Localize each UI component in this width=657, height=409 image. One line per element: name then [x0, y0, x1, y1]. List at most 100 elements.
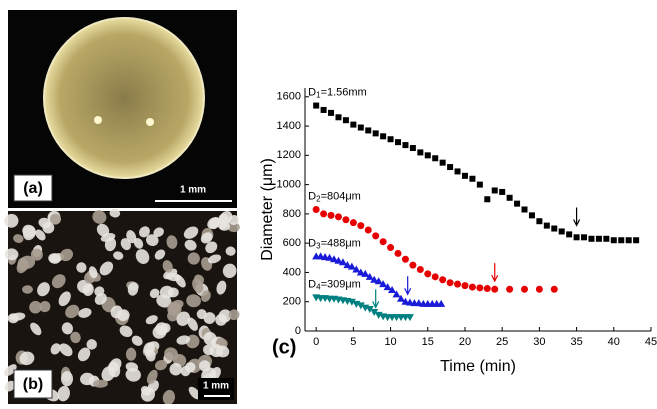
- scale-text: 1 mm: [180, 185, 206, 196]
- point: [551, 226, 557, 232]
- arrow: [373, 289, 379, 307]
- point: [492, 187, 498, 193]
- point: [484, 196, 490, 202]
- point: [476, 284, 483, 291]
- point: [581, 234, 587, 240]
- sphere: [44, 18, 204, 178]
- point: [388, 136, 394, 142]
- point: [618, 237, 624, 243]
- point: [469, 176, 475, 182]
- point: [462, 173, 468, 179]
- point: [447, 279, 454, 286]
- point: [588, 236, 594, 242]
- point: [328, 110, 334, 116]
- point: [484, 285, 491, 292]
- point: [499, 189, 505, 195]
- y-tick-label: 400: [283, 266, 301, 278]
- series-label: D1=1.56mm: [308, 86, 367, 99]
- label-rest: =1.56mm: [321, 86, 367, 98]
- series-label: D2=804μm: [308, 190, 361, 203]
- series-label: D3=488μm: [308, 237, 361, 250]
- panel-label: (b): [23, 376, 43, 393]
- y-tick-label: 1200: [277, 149, 301, 161]
- point: [536, 286, 543, 293]
- arrow: [492, 263, 498, 281]
- point: [350, 122, 356, 128]
- point: [365, 226, 372, 233]
- point: [514, 201, 520, 207]
- y-tick-label: 200: [283, 296, 301, 308]
- point: [417, 149, 423, 155]
- point: [447, 164, 453, 170]
- point: [321, 107, 327, 113]
- point: [343, 117, 349, 123]
- label-base: D: [308, 278, 316, 290]
- point: [477, 182, 483, 188]
- point: [506, 286, 513, 293]
- highlight: [146, 118, 154, 126]
- point: [455, 168, 461, 174]
- point: [626, 237, 632, 243]
- point: [372, 232, 379, 239]
- point: [410, 145, 416, 151]
- point: [313, 206, 320, 213]
- point: [320, 210, 327, 217]
- point: [611, 237, 617, 243]
- point: [380, 238, 387, 245]
- label-rest: =804μm: [321, 190, 361, 202]
- figure: (a) 1 mm (b) 1 mm (c) 020040060080010001…: [0, 0, 657, 404]
- point: [522, 207, 528, 213]
- point: [395, 250, 402, 257]
- point: [491, 286, 498, 293]
- point: [529, 212, 535, 218]
- x-tick-label: 15: [422, 336, 434, 348]
- point: [559, 228, 565, 234]
- page: (a) 1 mm (b) 1 mm (c) 020040060080010001…: [0, 0, 657, 409]
- x-tick-label: 25: [496, 336, 508, 348]
- y-axis-label: Diameter (μm): [259, 158, 276, 261]
- y-tick-label: 800: [283, 208, 301, 220]
- panel-label: (a): [23, 180, 43, 197]
- label-rest: =488μm: [321, 237, 361, 249]
- x-tick-label: 35: [570, 336, 582, 348]
- x-tick-label: 5: [350, 336, 356, 348]
- point: [425, 152, 431, 158]
- point: [440, 160, 446, 166]
- highlight: [94, 116, 102, 124]
- x-tick-label: 30: [533, 336, 545, 348]
- point: [342, 216, 349, 223]
- point: [544, 223, 550, 229]
- point: [566, 231, 572, 237]
- panel-label: (c): [272, 336, 296, 358]
- particle: [61, 371, 73, 386]
- point: [417, 266, 424, 273]
- point: [603, 236, 609, 242]
- series-label: D4=309μm: [308, 278, 361, 291]
- label-base: D: [308, 237, 316, 249]
- point: [395, 139, 401, 145]
- y-tick-label: 1400: [277, 120, 301, 132]
- label-base: D: [308, 190, 316, 202]
- x-axis-label: Time (min): [440, 358, 516, 375]
- arrow: [574, 207, 580, 225]
- point: [551, 286, 558, 293]
- point: [350, 219, 357, 226]
- point: [365, 127, 371, 133]
- point: [380, 133, 386, 139]
- y-tick-label: 0: [295, 325, 301, 337]
- scale-text: 1 mm: [203, 381, 229, 392]
- point: [357, 222, 364, 229]
- panel-a: (a) 1 mm: [8, 10, 237, 208]
- x-tick-label: 0: [313, 336, 319, 348]
- point: [432, 273, 439, 280]
- point: [424, 270, 431, 277]
- x-tick-label: 20: [459, 336, 471, 348]
- point: [439, 276, 446, 283]
- point: [335, 213, 342, 220]
- label-base: D: [308, 86, 316, 98]
- arrow: [405, 276, 411, 294]
- point: [461, 282, 468, 289]
- point: [633, 237, 639, 243]
- label-rest: =309μm: [321, 278, 361, 290]
